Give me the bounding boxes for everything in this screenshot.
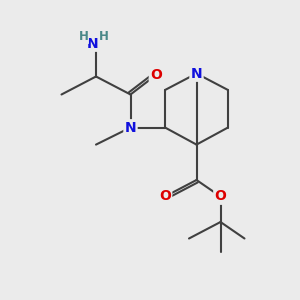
Text: N: N	[87, 37, 98, 50]
Text: N: N	[125, 121, 136, 134]
Text: N: N	[191, 67, 202, 80]
Text: H: H	[99, 30, 108, 44]
Text: H: H	[79, 30, 88, 44]
Text: O: O	[214, 190, 226, 203]
Text: O: O	[150, 68, 162, 82]
Text: O: O	[159, 190, 171, 203]
